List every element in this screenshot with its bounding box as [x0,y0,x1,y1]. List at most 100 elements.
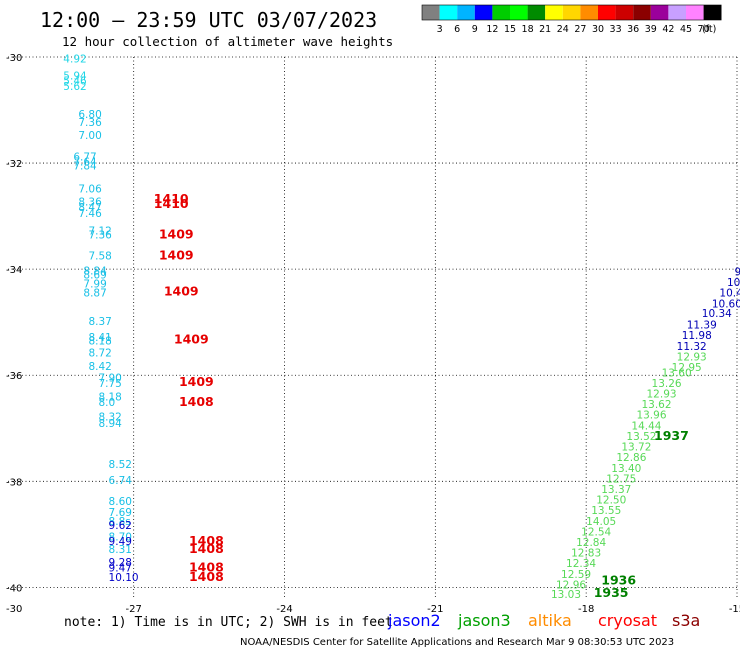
wave-height-label: 14.05 [586,516,616,528]
wave-height-label: 8.0 [98,397,115,409]
wave-height-label: 7.46 [78,208,102,220]
corner-tick-label: -30 [6,604,22,615]
wave-height-label: 7.90 [98,373,121,385]
wave-height-label: 10.40 [719,288,740,300]
wave-height-label: 12.95 [672,362,702,374]
wave-height-label: 13.72 [621,442,651,454]
chart-subtitle: 12 hour collection of altimeter wave hei… [62,34,393,49]
color-swatch [562,5,581,20]
wave-height-label: 8.18 [88,335,111,347]
wave-height-label: 8.47 [78,202,101,214]
wave-height-label: 13.26 [652,378,682,390]
x-tick-label: -21 [427,604,443,615]
wave-height-label: 8.69 [83,270,106,282]
wave-height-label: 8.94 [98,418,122,430]
legend-jason3: jason3 [457,611,511,630]
wave-height-label: 13.03 [551,589,581,601]
wave-height-label: 13.52 [626,431,656,443]
wave-height-label: 8.8s [109,516,131,528]
color-swatch [422,5,440,20]
color-scale-unit: (ft) [702,24,716,35]
wave-height-label: 12.93 [677,351,707,363]
y-tick-label: -38 [6,477,22,488]
wave-height-label: 13.62 [641,399,671,411]
wave-height-label: 13.60 [662,367,692,379]
wave-height-label: 12.75 [606,473,636,485]
wave-height-label: 9.62 [109,520,132,532]
pass-time-label: 1410 [154,196,189,211]
y-tick-label: -40 [6,583,22,594]
color-scale-label: 45 [680,24,692,35]
wave-height-label: 8.87 [83,288,106,300]
wave-height-label: 6.77 [73,151,96,163]
wave-height-label: 7.58 [88,251,111,263]
y-tick-label: -30 [6,53,22,64]
wave-height-label: 10.60 [712,298,740,310]
wave-height-label: 5.62 [63,81,86,93]
wave-height-label: 9.47 [109,562,132,574]
color-scale-label: 36 [627,24,639,35]
wave-height-label: 11.39 [687,320,717,332]
color-scale-legend: 3 6 9 12 15 18 21 24 27 30 33 36 39 42 45 70(ft) [421,4,722,35]
color-scale-label: 18 [522,24,534,35]
wave-height-label: 7.64 [73,157,97,169]
wave-height-label: 12.59 [561,569,591,581]
color-scale-label: 30 [592,24,604,35]
x-tick-label: -18 [578,604,594,615]
wave-height-label: 9.5 [734,267,740,279]
wave-height-label: 13.37 [601,484,631,496]
wave-height-label: 5.94 [63,70,87,82]
wave-height-label: 7.36 [78,117,102,129]
y-tick-label: -36 [6,371,22,382]
wave-height-label: 12.84 [576,537,606,549]
axis-labels: -27 -24 -21 -18 -15 -30 -32 -34 -36 -38 -40 -30 [6,53,740,615]
wave-height-label: 8.42 [88,361,111,373]
pass-time-label: 1408 [189,541,224,556]
color-swatch [703,5,722,20]
x-tick-label: -27 [126,604,142,615]
wave-height-label: 10.1 [727,277,740,289]
color-swatch [686,5,704,20]
color-scale-label: 39 [645,24,657,35]
y-tick-label: -32 [6,159,22,170]
x-tick-label: -24 [276,604,292,615]
pass-time-label: 1936 [601,573,636,588]
color-swatch [510,5,528,20]
chart-title: 12:00 – 23:59 UTC 03/07/2023 [40,8,377,32]
pass-time-label: 1409 [164,284,199,299]
wave-height-label: 11.98 [682,330,712,342]
color-scale-label: 24 [557,24,569,35]
pass-time-label: 1408 [189,569,224,584]
wave-height-label: 11.32 [677,341,707,353]
data-labels: 4.925.945.465.626.807.367.006.777.647.84… [63,53,740,601]
color-swatch [474,5,493,20]
pass-time-label: 1409 [159,226,194,241]
wave-height-label: 9.49 [109,536,132,548]
color-scale-label: 3 [437,24,443,35]
color-swatch [650,5,669,20]
satellite-legend: jason2 jason3 altika cryosat s3a [387,611,700,630]
wave-height-label: 13.40 [611,463,641,475]
wave-height-label: 7.75 [98,378,121,390]
wave-height-label: 8.60 [109,496,132,508]
wave-height-label: 12.54 [581,526,611,538]
color-scale-label: 15 [504,24,516,35]
wave-height-label: 13.96 [636,410,666,422]
legend-cryosat: cryosat [598,611,657,630]
wave-height-label: 8.52 [109,459,132,471]
pass-time-label: 1409 [179,374,214,389]
wave-height-label: 7.36 [88,229,112,241]
wave-height-label: 8.84 [83,265,107,277]
color-swatch [580,5,598,20]
pass-time-label: 1935 [594,585,629,600]
color-scale-label: 27 [574,24,586,35]
wave-height-label: 12.93 [647,389,677,401]
wave-height-label: 12.83 [571,548,601,560]
color-scale-label: 21 [539,24,551,35]
wave-height-label: 4.92 [63,53,86,65]
wave-height-label: 5.46 [63,76,87,88]
pass-time-label: 1409 [174,331,209,346]
wave-height-label: 10.34 [702,308,732,320]
wave-height-label: 12.86 [616,452,646,464]
